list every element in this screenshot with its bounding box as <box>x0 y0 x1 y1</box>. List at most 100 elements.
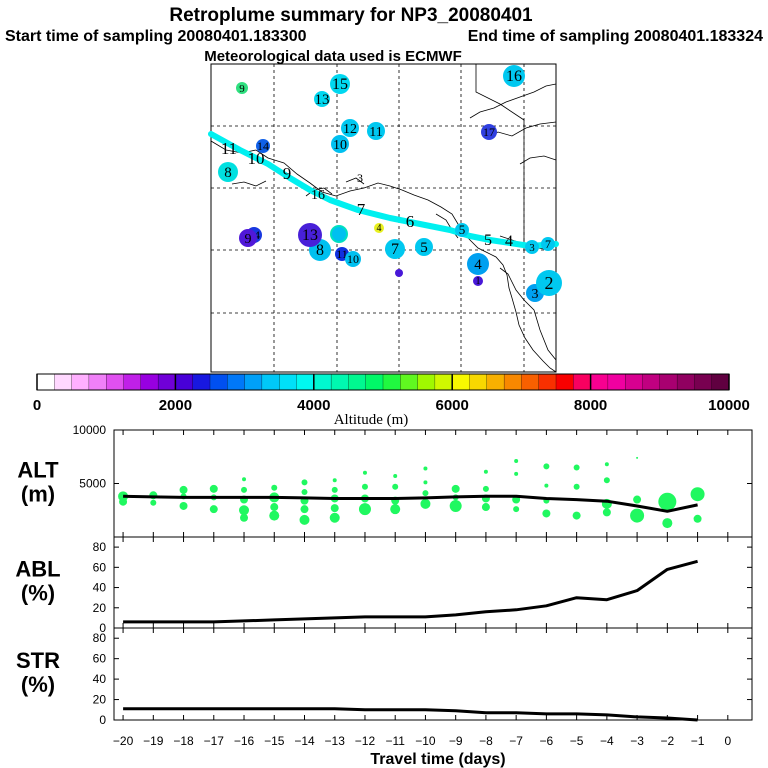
scatter-point <box>331 486 338 493</box>
x-tick-label: −6 <box>540 734 554 748</box>
scatter-point <box>179 485 188 494</box>
scatter-point <box>301 479 308 486</box>
x-tick-label: −19 <box>143 734 164 748</box>
cluster-label: 7 <box>391 241 399 258</box>
cluster-marker: 3 <box>357 171 363 185</box>
y-tick-label: 40 <box>93 581 107 595</box>
cluster-dot <box>467 253 489 275</box>
scatter-point <box>239 505 250 516</box>
y-tick-label: 80 <box>93 631 107 645</box>
colorbar-swatch <box>71 373 90 391</box>
cluster-label: 17 <box>483 125 495 139</box>
scatter-point <box>572 511 581 520</box>
cluster-dot <box>239 229 257 247</box>
scatter-point <box>240 513 249 522</box>
scatter-point <box>451 484 460 493</box>
panel-frame <box>113 536 753 629</box>
cluster-marker: 4 <box>374 223 384 234</box>
colorbar-swatch <box>192 373 211 391</box>
scatter-point <box>271 484 278 491</box>
scatter-point <box>483 469 488 474</box>
colorbar-swatch <box>106 373 124 391</box>
x-tick-label: −1 <box>691 734 705 748</box>
colorbar-swatch <box>417 373 436 391</box>
colorbar-swatch <box>538 373 557 391</box>
cluster-dot <box>525 240 539 254</box>
colorbar-swatch <box>676 373 695 391</box>
x-tick-label: −10 <box>415 734 436 748</box>
y-tick-label: 5000 <box>79 477 106 491</box>
colorbar-swatch <box>244 373 263 391</box>
colorbar-swatch <box>590 373 609 391</box>
cluster-label: 10 <box>248 149 265 168</box>
cluster-dot <box>256 139 270 153</box>
colorbar-swatch <box>573 373 592 391</box>
x-tick-label: −17 <box>204 734 225 748</box>
y-tick-label: 40 <box>93 672 107 686</box>
cluster-marker: 5 <box>415 238 433 256</box>
cluster-dot <box>385 239 405 259</box>
colorbar-swatch <box>625 373 643 391</box>
cluster-dot <box>367 122 385 140</box>
scatter-point <box>604 462 609 467</box>
map-panel: 9 15 13 16 12 11 10 14 17 11 10 8 9 3 7 … <box>208 63 562 373</box>
y-tick-label: 80 <box>93 540 107 554</box>
mean-trajectory-line <box>208 131 559 249</box>
scatter-point <box>362 470 367 475</box>
cluster-marker: 9 <box>236 82 248 95</box>
cluster-label: 9 <box>239 83 245 95</box>
scatter-point <box>269 510 280 521</box>
colorbar-swatch <box>711 373 730 391</box>
x-tick-label: −5 <box>570 734 584 748</box>
cluster-label: 12 <box>343 122 357 137</box>
cluster-marker: 8 <box>218 162 238 182</box>
cluster-marker: 3 <box>395 269 403 277</box>
cluster-dot <box>415 238 433 256</box>
cluster-dot <box>481 124 497 140</box>
panel-label: ABL <box>15 557 60 582</box>
colorbar-swatch <box>123 373 142 391</box>
altitude-colorbar: 0 2000 4000 6000 8000 10000 Altitude (m) <box>33 373 750 428</box>
x-tick-label: −18 <box>173 734 194 748</box>
cluster-dot <box>374 223 384 233</box>
scatter-point <box>423 466 428 471</box>
cluster-label: 13 <box>302 227 318 244</box>
scatter-point <box>542 509 551 518</box>
cluster-label: 4 <box>505 233 513 250</box>
y-tick-label: 10000 <box>73 423 107 437</box>
scatter-point <box>513 506 520 513</box>
cluster-marker: 6 <box>332 227 346 241</box>
cluster-marker: 10 <box>248 149 265 168</box>
cluster-marker: 11 <box>221 139 237 158</box>
x-tick-label: −12 <box>355 734 376 748</box>
scatter-point <box>449 499 462 512</box>
x-tick-label: −9 <box>449 734 463 748</box>
cluster-dot <box>536 270 562 296</box>
colorbar-ticks: 0 2000 4000 6000 8000 10000 <box>33 374 750 414</box>
border-line <box>475 64 525 250</box>
scatter-point <box>602 508 611 517</box>
cluster-label: 8 <box>316 242 324 259</box>
x-tick-label: −3 <box>630 734 644 748</box>
colorbar-tick-label: 2000 <box>159 397 192 414</box>
colorbar-swatch <box>469 373 488 391</box>
y-tick-label: 20 <box>93 601 107 615</box>
cluster-label: 2 <box>545 273 554 293</box>
panel-frame <box>113 429 753 538</box>
cluster-dot <box>345 251 361 267</box>
scatter-point <box>544 483 549 488</box>
figure-title: Retroplume summary for NP3_20080401 <box>169 5 533 26</box>
scatter-point <box>209 505 218 514</box>
cluster-dot <box>332 227 346 241</box>
cluster-marker: 16 <box>503 65 525 87</box>
cluster-dot <box>455 223 469 237</box>
colorbar-tick-label: 6000 <box>436 397 469 414</box>
met-data-label: Meteorological data used is ECMWF <box>204 48 462 65</box>
colorbar-tick-label: 0 <box>33 397 41 414</box>
scatter-point <box>573 464 580 471</box>
cluster-dot <box>541 237 555 251</box>
scatter-point <box>543 463 550 470</box>
scatter-point <box>603 477 610 484</box>
colorbar-swatch <box>313 373 332 391</box>
time-series-panels: 500010000ALT(m)020406080ABL(%)020406080S… <box>15 423 753 768</box>
